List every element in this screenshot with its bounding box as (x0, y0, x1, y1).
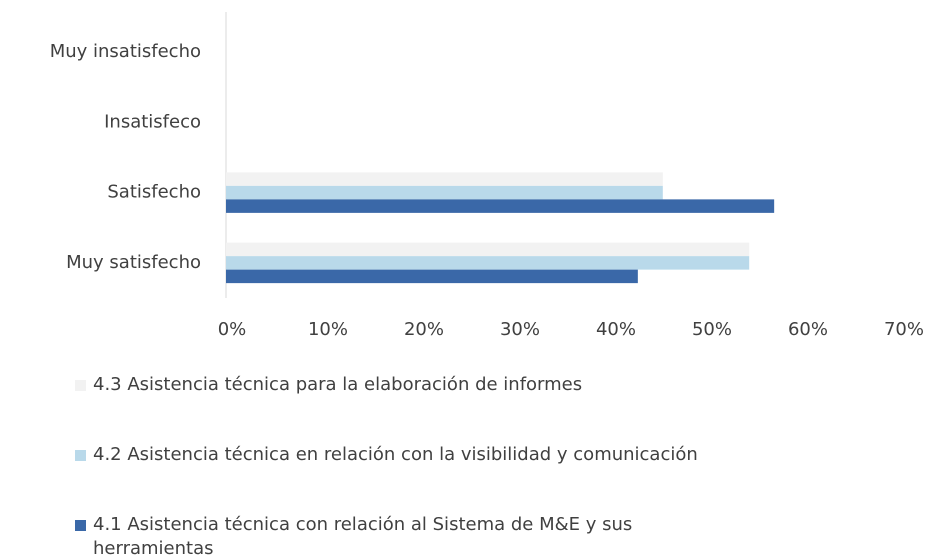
legend-swatch (75, 520, 86, 531)
category-label: Insatisfeco (104, 111, 201, 132)
x-tick-label: 30% (500, 319, 540, 340)
legend-item: 4.2 Asistencia técnica en relación con l… (75, 443, 895, 467)
legend-item: 4.3 Asistencia técnica para la elaboraci… (75, 373, 895, 397)
bar (226, 269, 638, 284)
bar (226, 185, 663, 200)
x-tick-label: 60% (788, 319, 828, 340)
legend-swatch (75, 380, 86, 391)
x-tick-label: 10% (308, 319, 348, 340)
legend-swatch (75, 450, 86, 461)
x-tick-label: 50% (692, 319, 732, 340)
x-tick-label: 20% (404, 319, 444, 340)
bar (226, 256, 750, 270)
category-label: Satisfecho (107, 182, 201, 203)
legend-label: 4.3 Asistencia técnica para la elaboraci… (93, 374, 583, 395)
legend-label: 4.1 Asistencia técnica con relación al S… (93, 514, 633, 559)
x-tick-label: 40% (596, 319, 636, 340)
bar (226, 199, 775, 213)
bar (226, 242, 750, 257)
category-label: Muy satisfecho (66, 252, 201, 273)
bar (226, 172, 663, 186)
x-tick-label: 0% (218, 319, 247, 340)
legend-item: 4.1 Asistencia técnica con relación al S… (75, 513, 895, 560)
chart: 0% 10% 20% 30% 40% 50% 60% 70% Muy insatisfecho I… (50, 12, 924, 340)
legend-label: 4.2 Asistencia técnica en relación con l… (93, 444, 698, 465)
category-label: Muy insatisfecho (50, 41, 201, 62)
x-tick-label: 70% (884, 319, 924, 340)
